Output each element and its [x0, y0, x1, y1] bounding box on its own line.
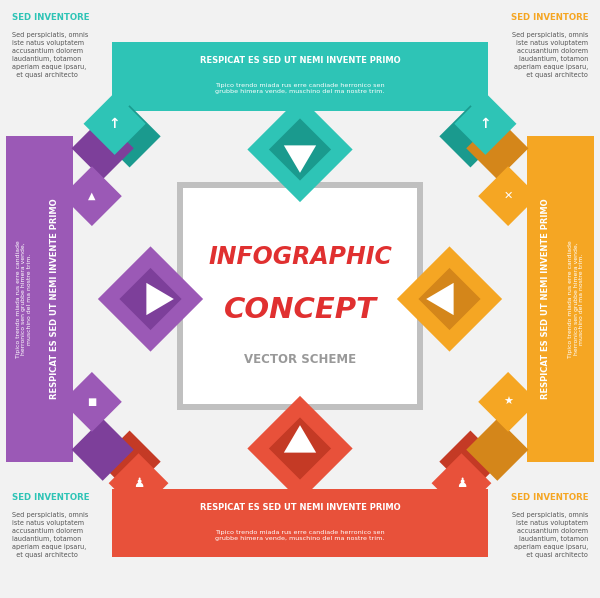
Text: ♟: ♟: [456, 477, 467, 490]
Polygon shape: [439, 105, 502, 167]
Polygon shape: [466, 419, 529, 481]
Bar: [6, 136, 73, 462]
Text: RESPICAT ES SED UT NEMI INVENTE PRIMO: RESPICAT ES SED UT NEMI INVENTE PRIMO: [50, 199, 59, 399]
Text: CONCEPT: CONCEPT: [223, 296, 377, 324]
Text: ★: ★: [503, 397, 513, 407]
Bar: [112, 42, 488, 111]
Polygon shape: [98, 105, 161, 167]
Polygon shape: [426, 283, 454, 315]
Polygon shape: [269, 417, 331, 480]
Text: Sed perspiciatis, omnis
iste natus voluptatem
accusantium dolorem
laudantium, to: Sed perspiciatis, omnis iste natus volup…: [12, 32, 88, 78]
Polygon shape: [62, 166, 122, 226]
Text: ↑: ↑: [109, 117, 121, 131]
Polygon shape: [269, 118, 331, 181]
Polygon shape: [247, 396, 353, 501]
Polygon shape: [466, 117, 529, 179]
Polygon shape: [478, 166, 538, 226]
Polygon shape: [98, 431, 161, 493]
Text: RESPICAT ES SED UT NEMI INVENTE PRIMO: RESPICAT ES SED UT NEMI INVENTE PRIMO: [200, 503, 400, 512]
Polygon shape: [439, 431, 502, 493]
Polygon shape: [247, 97, 353, 202]
Text: ✕: ✕: [503, 191, 513, 201]
Polygon shape: [71, 419, 134, 481]
Text: ↑: ↑: [479, 117, 491, 131]
Polygon shape: [62, 372, 122, 432]
Polygon shape: [109, 453, 169, 513]
Polygon shape: [98, 246, 203, 352]
Polygon shape: [454, 93, 517, 155]
Polygon shape: [146, 283, 174, 315]
Text: SED INVENTORE: SED INVENTORE: [12, 13, 89, 22]
Text: Tipico trendo miada rus erre candiade
herronico sen grubbe himera vende,
muschin: Tipico trendo miada rus erre candiade he…: [16, 240, 32, 358]
Bar: [527, 136, 594, 462]
Polygon shape: [478, 372, 538, 432]
Polygon shape: [119, 268, 182, 330]
Polygon shape: [431, 453, 491, 513]
Text: ♟: ♟: [133, 477, 144, 490]
Text: ■: ■: [87, 397, 97, 407]
Text: Tipico trendo miada rus erre candiade herronico sen
grubbe himera vende, muschin: Tipico trendo miada rus erre candiade he…: [215, 83, 385, 94]
Text: Sed perspiciatis, omnis
iste natus voluptatem
accusantium dolorem
laudantium, to: Sed perspiciatis, omnis iste natus volup…: [12, 512, 88, 559]
Text: INFOGRAPHIC: INFOGRAPHIC: [208, 245, 392, 269]
Polygon shape: [397, 246, 502, 352]
Text: SED INVENTORE: SED INVENTORE: [511, 13, 588, 22]
Text: RESPICAT ES SED UT NEMI INVENTE PRIMO: RESPICAT ES SED UT NEMI INVENTE PRIMO: [541, 199, 550, 399]
Bar: [184, 188, 416, 404]
Polygon shape: [71, 117, 134, 179]
Text: Sed perspiciatis, omnis
iste natus voluptatem
accusantium dolorem
laudantium, to: Sed perspiciatis, omnis iste natus volup…: [512, 32, 588, 78]
Text: VECTOR SCHEME: VECTOR SCHEME: [244, 353, 356, 367]
Text: SED INVENTORE: SED INVENTORE: [12, 493, 89, 502]
Text: SED INVENTORE: SED INVENTORE: [511, 493, 588, 502]
Text: RESPICAT ES SED UT NEMI INVENTE PRIMO: RESPICAT ES SED UT NEMI INVENTE PRIMO: [200, 56, 400, 65]
Bar: [112, 489, 488, 557]
Polygon shape: [83, 93, 146, 155]
Text: Tipico trendo miada rus erre candiade
herronico sen grubbe himera vende,
muschin: Tipico trendo miada rus erre candiade he…: [568, 240, 584, 358]
Polygon shape: [284, 425, 316, 453]
Polygon shape: [284, 145, 316, 173]
Text: ▲: ▲: [88, 191, 95, 201]
Bar: [178, 182, 422, 410]
Polygon shape: [418, 268, 481, 330]
Text: Sed perspiciatis, omnis
iste natus voluptatem
accusantium dolorem
laudantium, to: Sed perspiciatis, omnis iste natus volup…: [512, 512, 588, 559]
Text: Tipico trendo miada rus erre candiade herronico sen
grubbe himera vende, muschin: Tipico trendo miada rus erre candiade he…: [215, 530, 385, 541]
